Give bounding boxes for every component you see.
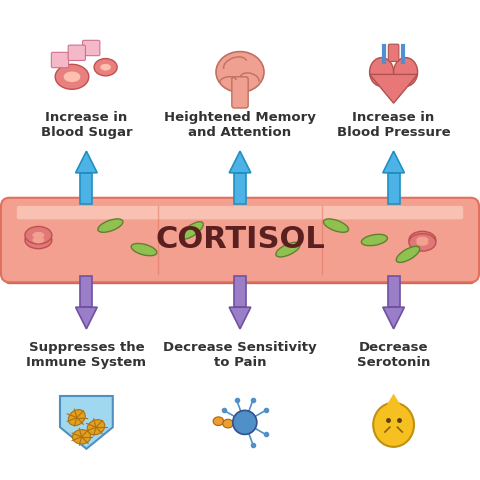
Ellipse shape	[32, 237, 45, 243]
FancyBboxPatch shape	[83, 40, 100, 56]
Polygon shape	[81, 173, 92, 204]
Ellipse shape	[55, 64, 89, 89]
Text: CORTISOL: CORTISOL	[155, 226, 325, 254]
Ellipse shape	[361, 234, 387, 246]
FancyBboxPatch shape	[51, 52, 69, 68]
Ellipse shape	[370, 58, 394, 86]
Ellipse shape	[276, 242, 300, 257]
Ellipse shape	[416, 237, 429, 243]
Ellipse shape	[98, 219, 123, 232]
Ellipse shape	[324, 219, 348, 232]
Polygon shape	[383, 151, 404, 173]
Polygon shape	[388, 276, 399, 307]
Text: Decrease Sensitivity
to Pain: Decrease Sensitivity to Pain	[163, 341, 317, 369]
FancyBboxPatch shape	[232, 77, 248, 108]
Ellipse shape	[373, 403, 414, 447]
Text: Decrease
Serotonin: Decrease Serotonin	[357, 341, 430, 369]
Text: Heightened Memory
and Attention: Heightened Memory and Attention	[164, 111, 316, 139]
Ellipse shape	[181, 222, 203, 239]
Text: Suppresses the
Immune System: Suppresses the Immune System	[26, 341, 146, 369]
Ellipse shape	[100, 64, 111, 71]
Polygon shape	[229, 151, 251, 173]
Polygon shape	[383, 307, 404, 329]
FancyBboxPatch shape	[17, 206, 463, 219]
Ellipse shape	[416, 239, 429, 246]
Ellipse shape	[409, 234, 436, 251]
Polygon shape	[234, 173, 246, 204]
Polygon shape	[234, 276, 246, 307]
FancyBboxPatch shape	[68, 45, 85, 60]
Text: Increase in
Blood Sugar: Increase in Blood Sugar	[41, 111, 132, 139]
Ellipse shape	[25, 227, 52, 244]
Ellipse shape	[409, 231, 436, 249]
Ellipse shape	[396, 246, 420, 263]
Ellipse shape	[213, 417, 224, 426]
Ellipse shape	[25, 231, 52, 249]
FancyBboxPatch shape	[388, 44, 399, 61]
Polygon shape	[385, 394, 402, 408]
Ellipse shape	[32, 232, 45, 239]
Ellipse shape	[94, 59, 117, 76]
Polygon shape	[388, 173, 399, 204]
Ellipse shape	[223, 420, 233, 428]
Circle shape	[233, 410, 257, 434]
Polygon shape	[81, 276, 92, 307]
Ellipse shape	[131, 243, 157, 256]
Ellipse shape	[68, 410, 86, 425]
Polygon shape	[75, 307, 97, 329]
Ellipse shape	[216, 51, 264, 92]
Text: Increase in
Blood Pressure: Increase in Blood Pressure	[337, 111, 450, 139]
Ellipse shape	[63, 72, 81, 82]
FancyBboxPatch shape	[5, 202, 475, 284]
Polygon shape	[229, 307, 251, 329]
Ellipse shape	[73, 429, 90, 445]
Polygon shape	[370, 74, 418, 103]
Ellipse shape	[394, 58, 418, 86]
Polygon shape	[75, 151, 97, 173]
Ellipse shape	[87, 420, 105, 435]
FancyBboxPatch shape	[1, 198, 479, 282]
Polygon shape	[60, 396, 113, 449]
